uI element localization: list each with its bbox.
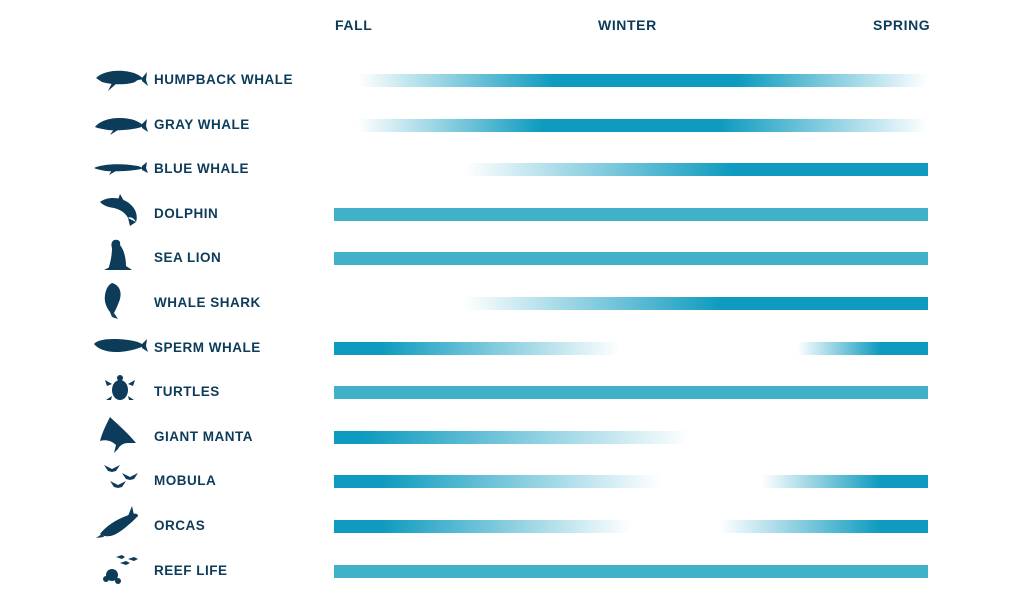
sighting-bar — [334, 252, 928, 266]
mobula-icon — [92, 459, 148, 499]
sighting-bar — [334, 564, 928, 578]
sighting-bar — [334, 207, 928, 221]
species-label: HUMPBACK WHALE — [154, 72, 293, 87]
giant-manta-icon — [92, 415, 148, 455]
season-label-fall: FALL — [335, 17, 373, 33]
sighting-bar — [334, 475, 928, 489]
species-row: HUMPBACK WHALE — [0, 66, 1024, 96]
sighting-bar — [334, 297, 928, 310]
species-row: REEF LIFE — [0, 554, 1024, 587]
species-label: TURTLES — [154, 384, 220, 400]
species-row: DOLPHIN — [0, 193, 1024, 230]
species-label: BLUE WHALE — [154, 161, 249, 177]
sperm-whale-icon — [92, 326, 148, 366]
blue-whale-icon — [92, 147, 148, 187]
species-row: WHALE SHARK — [0, 283, 1024, 319]
orca-icon — [92, 504, 148, 544]
species-label: WHALE SHARK — [154, 295, 261, 310]
species-label: MOBULA — [154, 473, 217, 489]
species-label: GIANT MANTA — [154, 428, 253, 444]
species-label: REEF LIFE — [154, 562, 228, 578]
gray-whale-icon — [92, 103, 148, 143]
humpback-whale-icon — [92, 58, 148, 98]
season-label-spring: SPRING — [873, 17, 931, 33]
sighting-bar — [334, 520, 928, 533]
species-label: SPERM WHALE — [154, 339, 261, 355]
species-row: MOBULA — [0, 465, 1024, 497]
sighting-bar — [334, 341, 928, 355]
species-label: ORCAS — [154, 518, 206, 533]
sighting-bar — [334, 74, 928, 87]
species-label: SEA LION — [154, 250, 222, 266]
species-row: BLUE WHALE — [0, 155, 1024, 185]
species-row: GRAY WHALE — [0, 111, 1024, 141]
species-row: ORCAS — [0, 506, 1024, 542]
species-label: DOLPHIN — [154, 205, 219, 221]
sighting-bar — [334, 386, 928, 400]
species-label: GRAY WHALE — [154, 116, 250, 132]
sighting-bar — [334, 118, 928, 132]
reef-life-icon — [92, 549, 148, 589]
species-row: TURTLES — [0, 375, 1024, 408]
sighting-bar — [334, 163, 928, 177]
species-row: GIANT MANTA — [0, 416, 1024, 453]
turtle-icon — [92, 370, 148, 410]
species-row: SPERM WHALE — [0, 334, 1024, 364]
sea-lion-icon — [92, 236, 148, 276]
season-label-winter: WINTER — [598, 17, 657, 33]
sighting-bar — [334, 430, 928, 444]
whale-shark-icon — [92, 281, 148, 321]
dolphin-icon — [92, 192, 148, 232]
species-row: SEA LION — [0, 240, 1024, 274]
